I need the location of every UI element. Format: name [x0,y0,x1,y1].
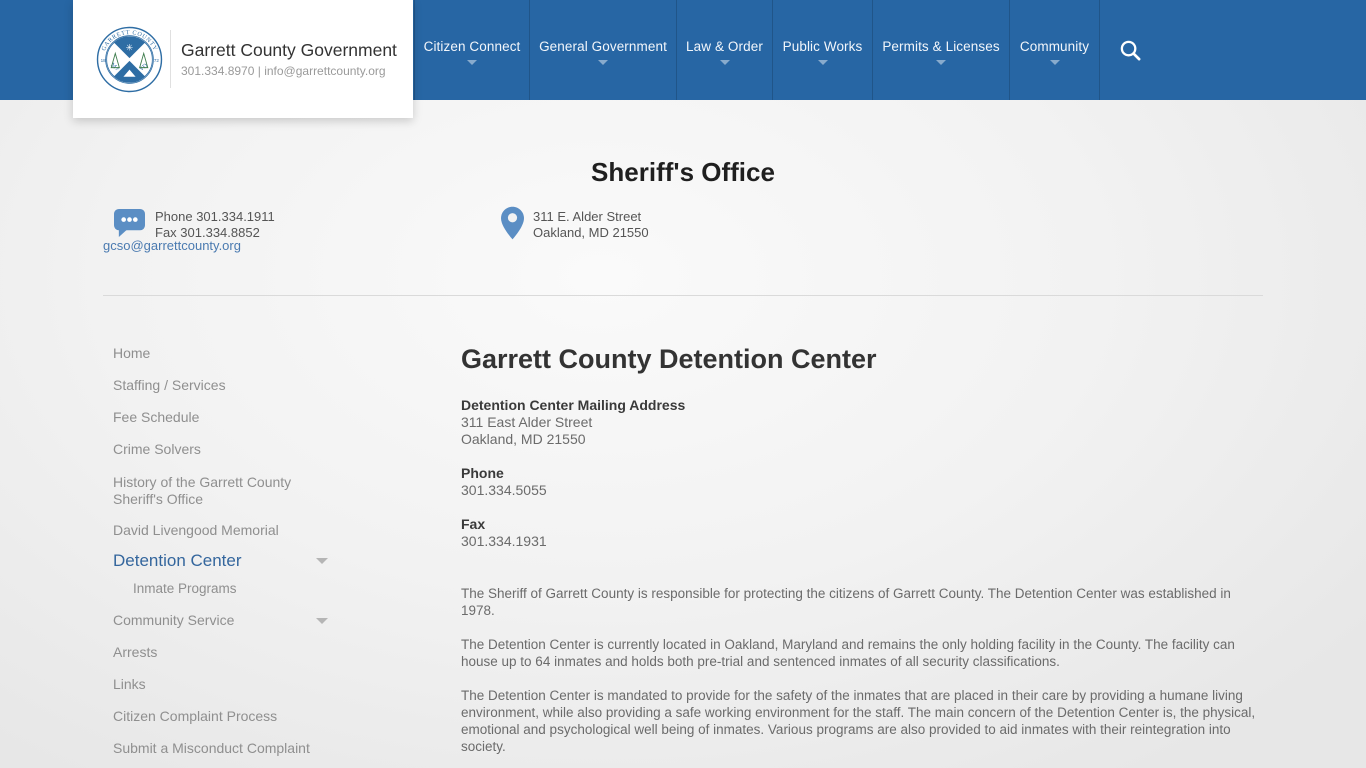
chevron-down-icon[interactable] [316,618,328,624]
county-seal-logo: GARRETT COUNTY MARYLAND 18 72 ✳ [96,26,163,92]
sidebar-item-label: Inmate Programs [133,581,237,596]
search-icon [1120,40,1141,60]
address-line-1: 311 E. Alder Street [533,209,642,224]
phone-block: Phone 301.334.5055 [461,465,1263,499]
chevron-down-icon [817,59,828,65]
section-divider [103,295,1263,296]
sidebar-item-label: Crime Solvers [113,441,201,457]
sidebar-item-label: Community Service [113,612,235,628]
contact-email-link[interactable]: gcso@garrettcounty.org [103,238,241,253]
main-nav: Citizen Connect General Government Law &… [414,0,1161,100]
paragraph: The Detention Center is mandated to prov… [461,688,1256,754]
sidebar-item-label: Detention Center [113,551,242,570]
paragraph: The Detention Center is currently locate… [461,637,1235,669]
nav-item-public-works[interactable]: Public Works [772,0,872,100]
sidebar-item-submit-misconduct-complaint[interactable]: Submit a Misconduct Complaint [113,741,328,756]
contact-phone: Phone 301.334.1911 [155,209,275,224]
sidebar-item-label: Arrests [113,644,158,660]
sidebar-item-detention-center[interactable]: Detention Center [113,551,328,570]
chevron-down-icon [719,59,730,65]
sidebar-item-citizen-complaint-process[interactable]: Citizen Complaint Process [113,709,328,724]
contact-address: 311 E. Alder Street Oakland, MD 21550 [533,209,649,240]
nav-item-general-government[interactable]: General Government [529,0,676,100]
nav-item-citizen-connect[interactable]: Citizen Connect [414,0,529,100]
content-heading: Garrett County Detention Center [461,344,877,374]
site-title: Garrett County Government [181,40,397,60]
nav-item-permits-licenses[interactable]: Permits & Licenses [872,0,1009,100]
mailing-address-label: Detention Center Mailing Address [461,397,686,413]
chevron-down-icon[interactable] [316,558,328,564]
sidebar-item-label: Submit a Misconduct Complaint [113,740,310,756]
sidebar-item-arrests[interactable]: Arrests [113,645,328,660]
main-content: Garrett County Detention Center Detentio… [461,344,1263,768]
sidebar-item-community-service[interactable]: Community Service [113,613,328,628]
chevron-down-icon [1049,59,1060,65]
nav-item-label: Law & Order [686,38,763,54]
chevron-down-icon [598,59,608,65]
nav-item-label: Permits & Licenses [882,38,1000,54]
search-button[interactable] [1099,0,1161,100]
fax-value: 301.334.1931 [461,533,547,549]
mailing-address-line-2: Oakland, MD 21550 [461,431,586,447]
sidebar-item-label: Fee Schedule [113,409,200,425]
sidebar-item-crime-solvers[interactable]: Crime Solvers [113,442,328,457]
contact-fax: Fax 301.334.8852 [155,224,260,240]
sidebar-item-label: Links [113,676,146,692]
sidebar-item-inmate-programs[interactable]: Inmate Programs [113,581,328,596]
phone-label: Phone [461,465,504,481]
contact-phone-fax: Phone 301.334.1911 Fax 301.334.8852 [155,209,275,240]
sidebar-item-home[interactable]: Home [113,346,328,361]
sidebar-item-david-livengood-memorial[interactable]: David Livengood Memorial [113,523,328,538]
chevron-down-icon [467,59,477,65]
brand-text: Garrett County Government 301.334.8970 |… [181,40,397,78]
nav-item-label: Public Works [782,38,863,54]
sidebar-item-fee-schedule[interactable]: Fee Schedule [113,410,328,425]
svg-text:72: 72 [154,58,160,63]
site-contact-line: 301.334.8970 | info@garrettcounty.org [181,64,386,78]
fax-block: Fax 301.334.1931 [461,516,1263,550]
sidebar-item-label: Staffing / Services [113,377,226,393]
nav-item-label: Community [1019,38,1090,54]
mailing-address-line-1: 311 East Alder Street [461,414,593,430]
brand-card[interactable]: GARRETT COUNTY MARYLAND 18 72 ✳ Garrett … [73,0,413,118]
map-pin-icon [501,206,524,240]
nav-item-label: General Government [539,38,667,54]
body-copy: The Sheriff of Garrett County is respons… [461,585,1263,755]
sidebar-item-staffing-services[interactable]: Staffing / Services [113,378,328,393]
sidebar-item-links[interactable]: Links [113,677,328,692]
svg-text:18: 18 [101,58,107,63]
nav-item-label: Citizen Connect [423,38,521,54]
sidebar-item-label: Citizen Complaint Process [113,708,278,724]
fax-label: Fax [461,516,486,532]
svg-text:✳: ✳ [126,42,134,52]
speech-bubble-icon [114,208,145,238]
sidebar-item-history[interactable]: History of the Garrett County Sheriff's … [113,474,328,508]
sidebar-menu: Home Staffing / Services Fee Schedule Cr… [113,346,328,768]
sidebar-item-label: Home [113,345,151,361]
sidebar-item-label: History of the Garrett County Sheriff's … [113,474,292,507]
page-title: Sheriff's Office [591,157,775,187]
mailing-address-block: Detention Center Mailing Address 311 Eas… [461,397,1263,448]
chevron-down-icon [936,59,946,65]
paragraph: The Sheriff of Garrett County is respons… [461,586,1231,618]
nav-item-community[interactable]: Community [1009,0,1099,100]
brand-divider [170,30,171,88]
phone-value: 301.334.5055 [461,482,547,498]
sidebar-item-label: David Livengood Memorial [113,522,279,538]
nav-item-law-order[interactable]: Law & Order [676,0,772,100]
address-line-2: Oakland, MD 21550 [533,224,649,240]
